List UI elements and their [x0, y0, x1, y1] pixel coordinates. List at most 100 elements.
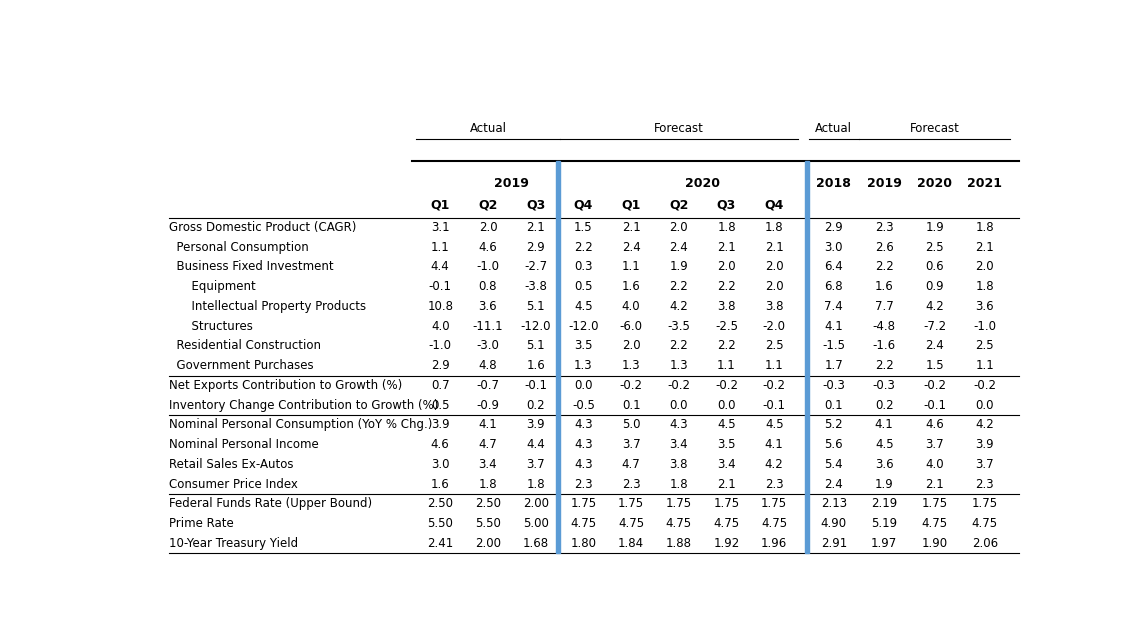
Text: 2.4: 2.4: [824, 478, 844, 490]
Text: 4.7: 4.7: [479, 438, 497, 451]
Text: 5.6: 5.6: [824, 438, 844, 451]
Text: 1.68: 1.68: [522, 537, 548, 550]
Text: 4.75: 4.75: [921, 517, 947, 530]
Text: 2.1: 2.1: [717, 241, 735, 254]
Text: 2.0: 2.0: [976, 260, 994, 274]
Text: 0.1: 0.1: [824, 399, 844, 412]
Text: -0.3: -0.3: [873, 379, 896, 392]
Text: -0.5: -0.5: [572, 399, 595, 412]
Text: 4.2: 4.2: [926, 300, 944, 313]
Text: 2020: 2020: [917, 176, 952, 190]
Text: Q2: Q2: [669, 199, 689, 212]
Bar: [805, 161, 808, 553]
Text: -3.5: -3.5: [667, 320, 690, 333]
Text: 4.3: 4.3: [575, 419, 593, 431]
Text: 5.50: 5.50: [428, 517, 454, 530]
Text: 4.2: 4.2: [765, 458, 783, 471]
Text: 0.2: 0.2: [527, 399, 545, 412]
Text: 2.6: 2.6: [874, 241, 894, 254]
Text: Personal Consumption: Personal Consumption: [169, 241, 309, 254]
Text: 2.00: 2.00: [522, 497, 548, 510]
Text: 4.75: 4.75: [618, 517, 644, 530]
Text: 4.6: 4.6: [479, 241, 497, 254]
Text: 1.75: 1.75: [570, 497, 596, 510]
Text: 1.90: 1.90: [921, 537, 947, 550]
Text: 3.4: 3.4: [479, 458, 497, 471]
Text: 1.6: 1.6: [527, 359, 545, 372]
Text: 3.0: 3.0: [824, 241, 844, 254]
Text: Federal Funds Rate (Upper Bound): Federal Funds Rate (Upper Bound): [169, 497, 372, 510]
Text: 5.0: 5.0: [621, 419, 641, 431]
Text: -4.8: -4.8: [873, 320, 896, 333]
Text: -3.0: -3.0: [477, 340, 499, 353]
Text: 2.2: 2.2: [874, 260, 894, 274]
Text: 2.2: 2.2: [669, 280, 689, 293]
Text: 1.1: 1.1: [621, 260, 641, 274]
Text: Q2: Q2: [479, 199, 498, 212]
Text: 2.0: 2.0: [479, 221, 497, 234]
Text: 1.1: 1.1: [431, 241, 449, 254]
Text: 5.00: 5.00: [523, 517, 548, 530]
Text: 2.2: 2.2: [669, 340, 689, 353]
Text: Actual: Actual: [815, 122, 853, 135]
Text: 4.7: 4.7: [621, 458, 641, 471]
Text: 1.6: 1.6: [874, 280, 894, 293]
Text: 6.8: 6.8: [824, 280, 844, 293]
Text: 3.1: 3.1: [431, 221, 449, 234]
Text: Consumer Price Index: Consumer Price Index: [169, 478, 298, 490]
Text: -1.5: -1.5: [822, 340, 846, 353]
Text: 10.8: 10.8: [428, 300, 454, 313]
Text: 1.8: 1.8: [479, 478, 497, 490]
Text: 0.1: 0.1: [621, 399, 641, 412]
Text: 4.1: 4.1: [824, 320, 844, 333]
Text: 3.8: 3.8: [669, 458, 689, 471]
Text: 2.13: 2.13: [821, 497, 847, 510]
Text: 4.5: 4.5: [765, 419, 783, 431]
Text: 4.5: 4.5: [575, 300, 593, 313]
Text: Q1: Q1: [621, 199, 641, 212]
Text: 1.8: 1.8: [976, 221, 994, 234]
Text: 3.9: 3.9: [527, 419, 545, 431]
Text: -0.1: -0.1: [524, 379, 547, 392]
Text: -1.0: -1.0: [429, 340, 451, 353]
Text: 2.1: 2.1: [976, 241, 994, 254]
Text: 1.8: 1.8: [717, 221, 735, 234]
Text: -11.1: -11.1: [473, 320, 503, 333]
Text: 3.4: 3.4: [717, 458, 735, 471]
Text: 0.0: 0.0: [976, 399, 994, 412]
Text: 5.19: 5.19: [871, 517, 897, 530]
Text: 4.5: 4.5: [874, 438, 894, 451]
Text: 0.0: 0.0: [575, 379, 593, 392]
Text: 3.9: 3.9: [976, 438, 994, 451]
Text: 5.4: 5.4: [824, 458, 844, 471]
Text: Gross Domestic Product (CAGR): Gross Domestic Product (CAGR): [169, 221, 357, 234]
Text: 1.1: 1.1: [765, 359, 783, 372]
Text: 0.7: 0.7: [431, 379, 449, 392]
Text: Structures: Structures: [169, 320, 253, 333]
Text: 0.0: 0.0: [717, 399, 735, 412]
Text: 1.88: 1.88: [666, 537, 692, 550]
Text: 2.5: 2.5: [976, 340, 994, 353]
Text: 1.75: 1.75: [618, 497, 644, 510]
Text: 0.5: 0.5: [575, 280, 593, 293]
Text: 2.4: 2.4: [621, 241, 641, 254]
Text: 2.4: 2.4: [926, 340, 944, 353]
Text: 2.1: 2.1: [621, 221, 641, 234]
Text: 1.3: 1.3: [669, 359, 689, 372]
Text: 2.1: 2.1: [765, 241, 783, 254]
Text: -0.2: -0.2: [715, 379, 738, 392]
Text: 1.75: 1.75: [921, 497, 947, 510]
Text: 4.3: 4.3: [575, 438, 593, 451]
Text: 4.2: 4.2: [976, 419, 994, 431]
Text: Government Purchases: Government Purchases: [169, 359, 314, 372]
Text: 0.6: 0.6: [926, 260, 944, 274]
Text: -7.2: -7.2: [923, 320, 946, 333]
Text: -0.1: -0.1: [429, 280, 451, 293]
Text: 2.4: 2.4: [669, 241, 689, 254]
Text: 1.75: 1.75: [972, 497, 998, 510]
Text: 1.6: 1.6: [621, 280, 641, 293]
Text: 0.5: 0.5: [431, 399, 449, 412]
Text: 4.1: 4.1: [479, 419, 497, 431]
Text: 10-Year Treasury Yield: 10-Year Treasury Yield: [169, 537, 299, 550]
Text: 7.4: 7.4: [824, 300, 844, 313]
